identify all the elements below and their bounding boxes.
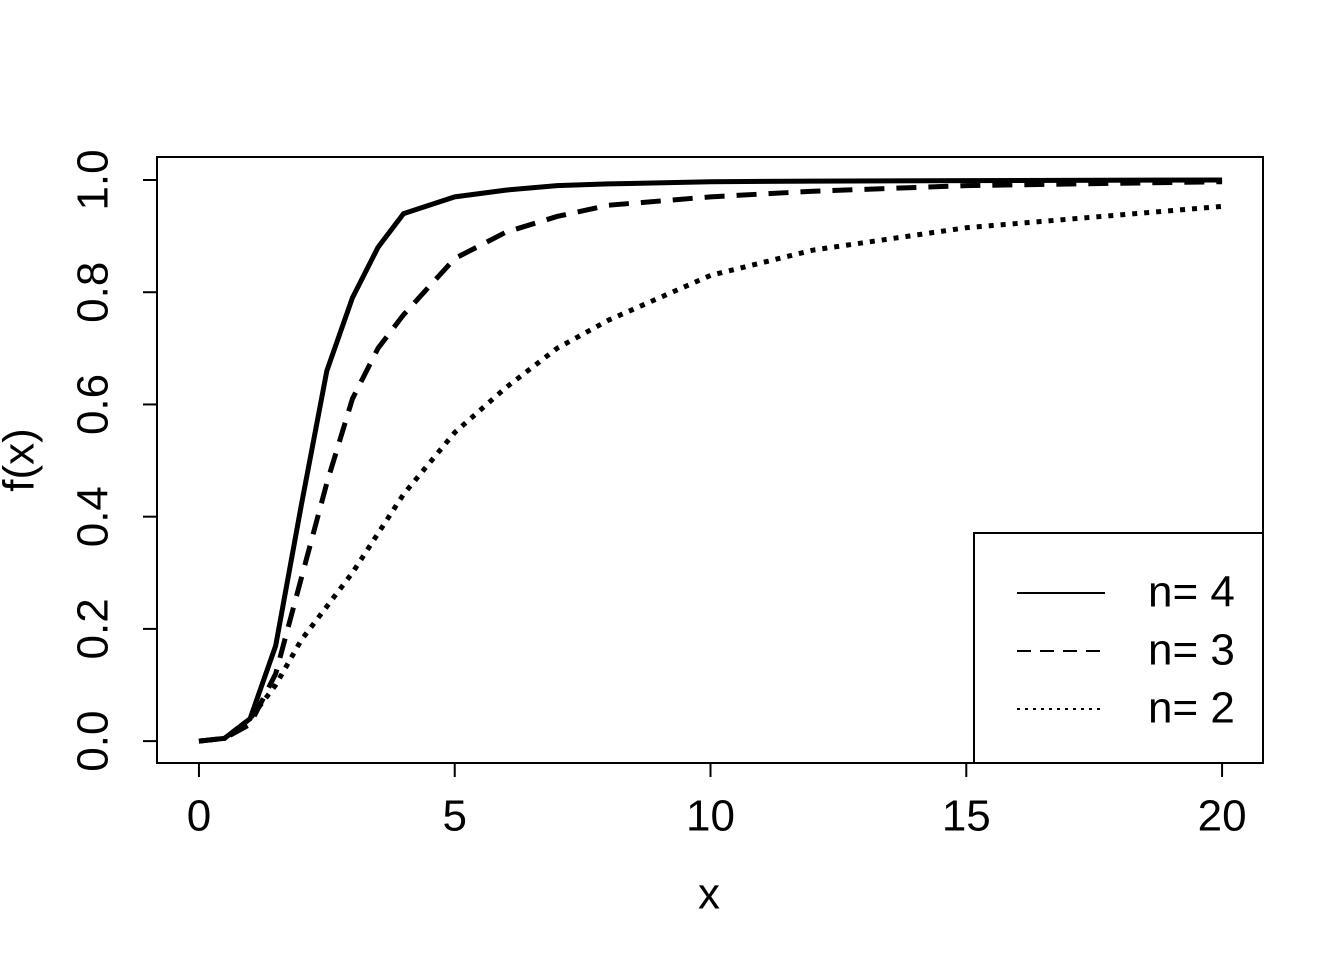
- x-tick-label: 20: [1198, 792, 1247, 841]
- y-tick-label: 0.6: [69, 374, 118, 435]
- legend-label: n= 4: [1148, 568, 1235, 617]
- x-tick-label: 0: [187, 792, 211, 841]
- legend-label: n= 2: [1148, 684, 1235, 733]
- line-series: [198, 177, 1223, 744]
- x-tick-label: 15: [942, 792, 991, 841]
- x-tick-label: 10: [686, 792, 735, 841]
- line-series: [198, 203, 1223, 744]
- y-axis-label: f(x): [0, 428, 44, 492]
- y-tick-label: 1.0: [69, 149, 118, 210]
- y-tick-label: 0.4: [69, 486, 118, 547]
- legend-box: [973, 532, 1264, 764]
- plot-frame: [156, 156, 1264, 764]
- y-tick-label: 0.8: [69, 262, 118, 323]
- line-series: [198, 179, 1223, 744]
- y-tick-label: 0.2: [69, 598, 118, 659]
- x-tick-label: 5: [442, 792, 466, 841]
- y-tick-label: 0.0: [69, 711, 118, 772]
- legend-label: n= 3: [1148, 626, 1235, 675]
- x-axis-label: x: [698, 870, 720, 919]
